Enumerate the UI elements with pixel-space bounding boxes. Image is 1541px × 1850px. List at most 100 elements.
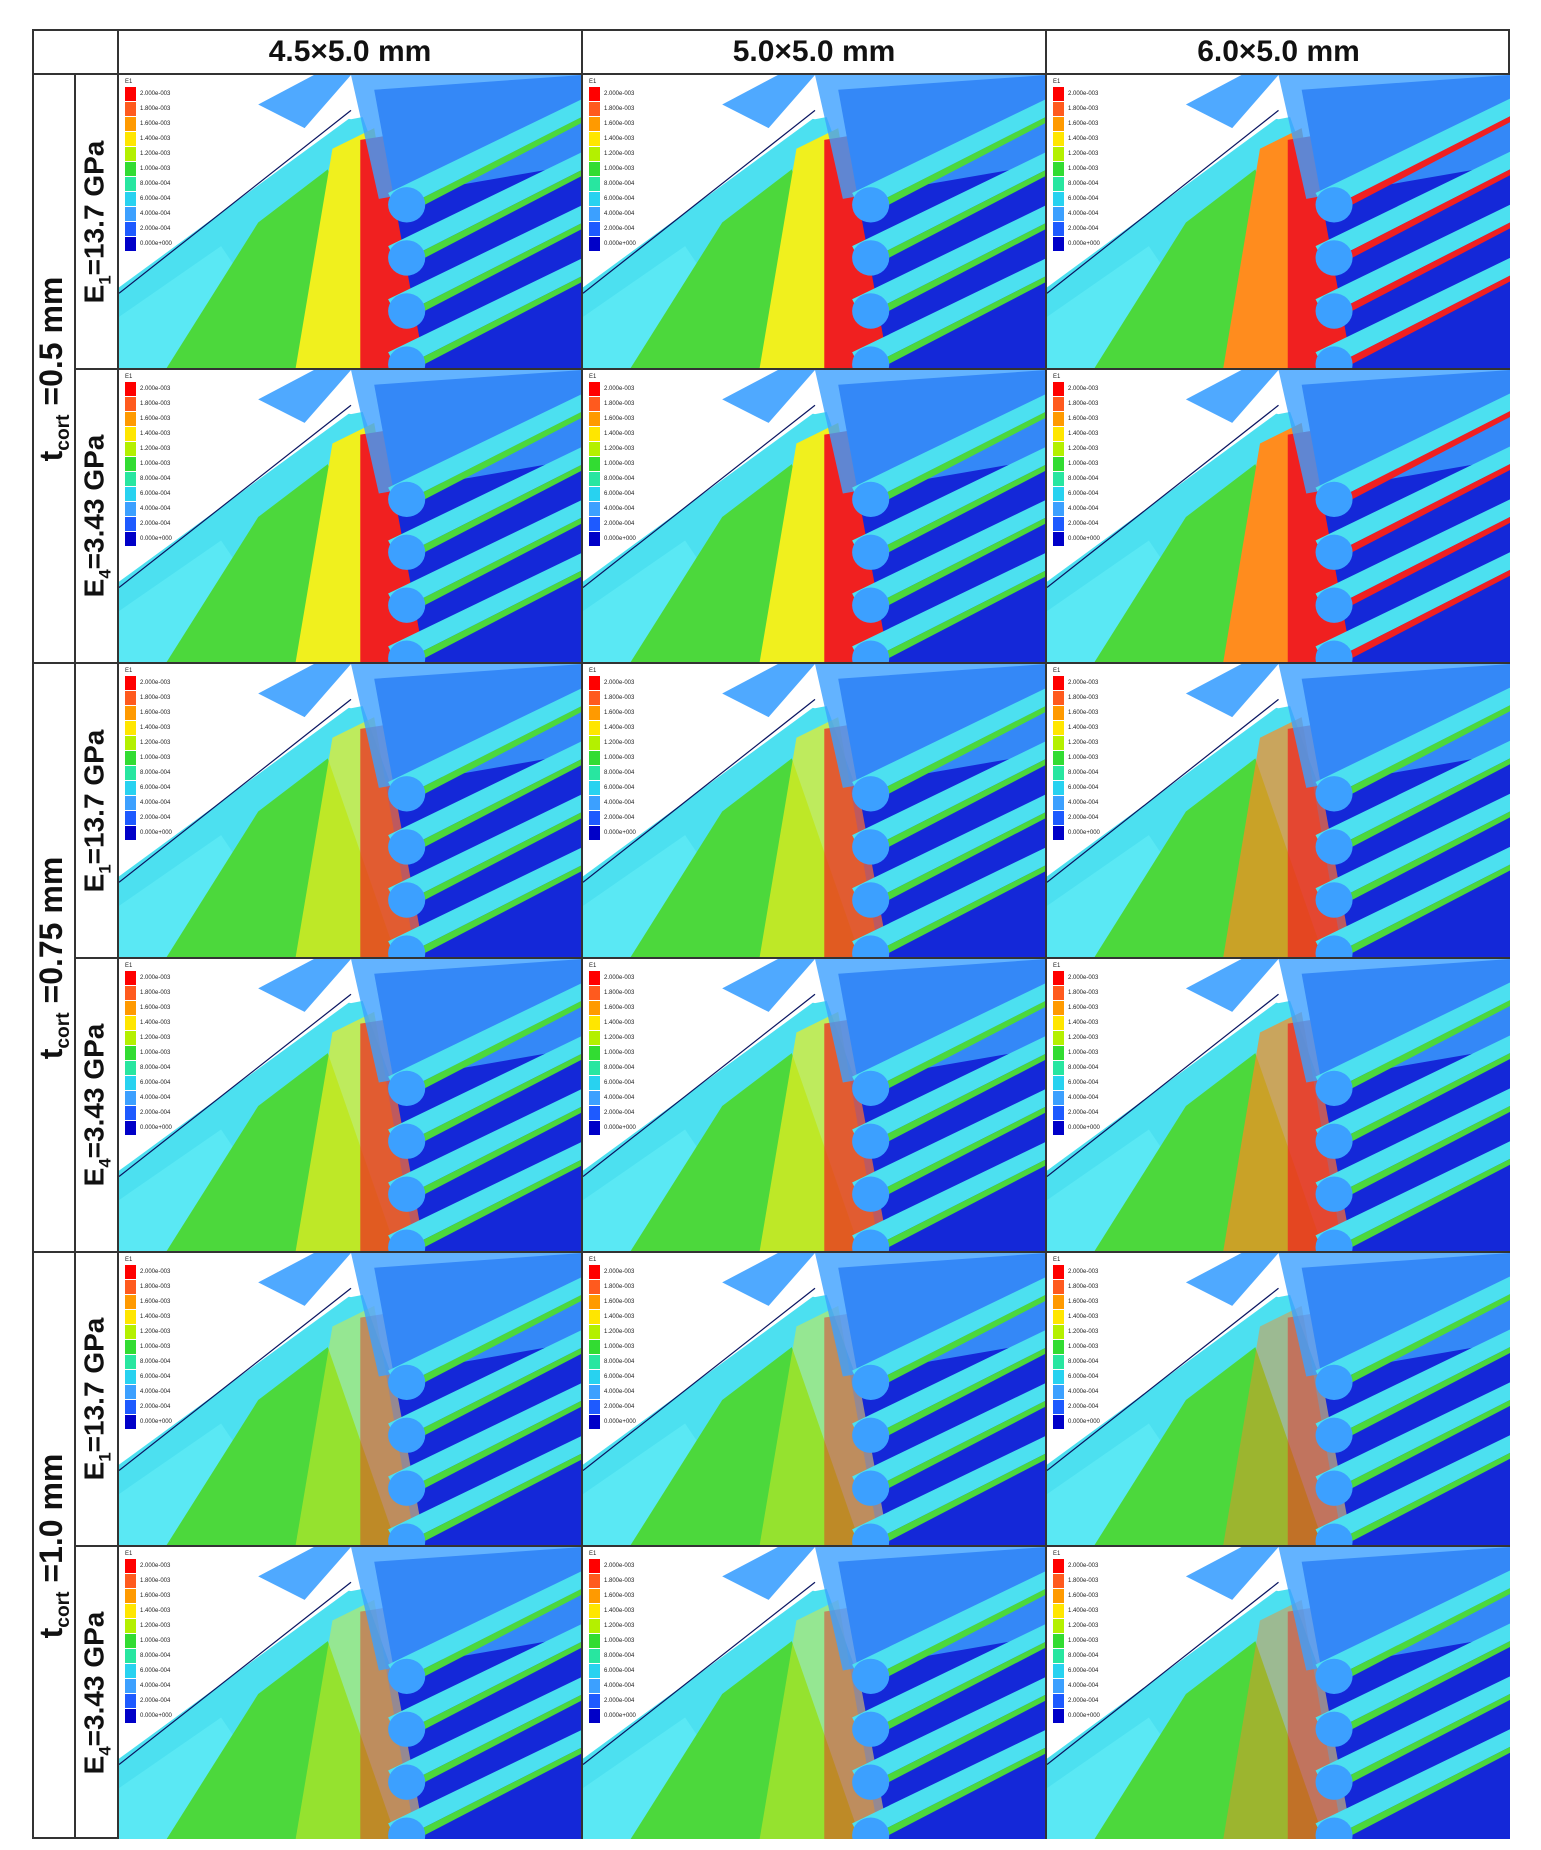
legend-entry: 6.000e-004 xyxy=(589,1369,689,1384)
legend-value: 6.000e-004 xyxy=(604,1079,635,1086)
legend-value: 1.800e-003 xyxy=(1068,989,1099,996)
color-legend: E1 2.000e-003 1.800e-003 1.600e-003 1.400e-0… xyxy=(125,374,225,546)
legend-title: E1 xyxy=(589,963,597,969)
legend-swatch xyxy=(125,531,136,546)
legend-entry: 1.000e-003 xyxy=(589,1633,689,1648)
legend-value: 0.000e+000 xyxy=(1068,1712,1100,1719)
legend-swatch xyxy=(125,1294,136,1309)
legend-value: 1.400e-003 xyxy=(1068,135,1099,142)
legend-entry: 4.000e-004 xyxy=(589,1384,689,1399)
legend-entry: 2.000e-004 xyxy=(1053,516,1153,531)
legend-swatch xyxy=(125,825,136,840)
legend-value: 1.600e-003 xyxy=(604,1004,635,1011)
legend-swatch xyxy=(589,1090,600,1105)
legend-entry: 1.800e-003 xyxy=(589,985,689,1000)
legend-entry: 1.400e-003 xyxy=(589,131,689,146)
legend-value: 0.000e+000 xyxy=(604,1124,636,1131)
legend-swatch xyxy=(1053,705,1064,720)
fea-panel: E1 2.000e-003 1.800e-003 1.600e-003 1.400e-0… xyxy=(583,1251,1047,1545)
legend-value: 1.000e-003 xyxy=(140,165,171,172)
legend-value: 2.000e-004 xyxy=(1068,225,1099,232)
legend-entry: 1.400e-003 xyxy=(1053,426,1153,441)
legend-value: 1.800e-003 xyxy=(604,694,635,701)
legend-entry: 1.400e-003 xyxy=(589,1015,689,1030)
fea-panel: E1 2.000e-003 1.800e-003 1.600e-003 1.400e-0… xyxy=(583,368,1047,662)
column-header-1-label: 4.5×5.0 mm xyxy=(268,35,432,68)
legend-swatch xyxy=(589,765,600,780)
legend-entry: 0.000e+000 xyxy=(1053,1120,1153,1135)
legend-swatch xyxy=(589,1339,600,1354)
legend-value: 2.000e-003 xyxy=(140,1268,171,1275)
legend-entry: 2.000e-004 xyxy=(589,1693,689,1708)
legend-swatch xyxy=(589,1633,600,1648)
legend-value: 1.400e-003 xyxy=(140,430,171,437)
legend-swatch xyxy=(589,1354,600,1369)
strain-contour-image xyxy=(583,664,1045,957)
legend-swatch xyxy=(589,795,600,810)
legend-value: 4.000e-004 xyxy=(604,799,635,806)
legend-entry: 4.000e-004 xyxy=(589,206,689,221)
fea-panel: E1 2.000e-003 1.800e-003 1.600e-003 1.400e-0… xyxy=(1047,368,1510,662)
legend-title: E1 xyxy=(1053,1551,1061,1557)
legend-swatch xyxy=(1053,1075,1064,1090)
legend-swatch xyxy=(125,1354,136,1369)
legend-entry: 1.200e-003 xyxy=(125,146,225,161)
legend-entry: 2.000e-004 xyxy=(125,516,225,531)
strain-contour-image xyxy=(583,370,1045,662)
legend-entry: 0.000e+000 xyxy=(589,1120,689,1135)
legend-value: 0.000e+000 xyxy=(140,1124,172,1131)
legend-value: 6.000e-004 xyxy=(604,1667,635,1674)
legend-swatch xyxy=(589,810,600,825)
legend-entry: 1.400e-003 xyxy=(1053,720,1153,735)
legend-value: 4.000e-004 xyxy=(140,1094,171,1101)
legend-swatch xyxy=(1053,1000,1064,1015)
legend-entry: 6.000e-004 xyxy=(125,780,225,795)
legend-entry: 1.600e-003 xyxy=(1053,411,1153,426)
legend-entry: 0.000e+000 xyxy=(1053,1708,1153,1723)
legend-swatch xyxy=(125,1105,136,1120)
legend-value: 1.600e-003 xyxy=(604,120,635,127)
legend-swatch xyxy=(125,471,136,486)
legend-value: 2.000e-003 xyxy=(604,385,635,392)
legend-swatch xyxy=(125,1309,136,1324)
legend-value: 1.600e-003 xyxy=(140,120,171,127)
legend-entry: 2.000e-003 xyxy=(589,1558,689,1573)
legend-value: 1.000e-003 xyxy=(1068,460,1099,467)
legend-value: 1.200e-003 xyxy=(140,445,171,452)
legend-swatch xyxy=(1053,1678,1064,1693)
legend-value: 6.000e-004 xyxy=(604,1373,635,1380)
legend-swatch xyxy=(125,236,136,251)
legend-swatch xyxy=(589,441,600,456)
strain-contour-image xyxy=(119,664,581,957)
legend-swatch xyxy=(1053,1648,1064,1663)
legend-entry: 2.000e-003 xyxy=(1053,1558,1153,1573)
legend-entry: 1.600e-003 xyxy=(589,1000,689,1015)
legend-value: 6.000e-004 xyxy=(140,195,171,202)
legend-value: 8.000e-004 xyxy=(604,1064,635,1071)
legend-swatch xyxy=(125,765,136,780)
legend-swatch xyxy=(1053,1618,1064,1633)
legend-entry: 1.200e-003 xyxy=(125,735,225,750)
legend-value: 0.000e+000 xyxy=(140,535,172,542)
fea-panel: E1 2.000e-003 1.800e-003 1.600e-003 1.400e-0… xyxy=(119,662,583,957)
legend-value: 1.200e-003 xyxy=(604,1622,635,1629)
legend-entry: 1.400e-003 xyxy=(125,1309,225,1324)
legend-swatch xyxy=(1053,1309,1064,1324)
legend-swatch xyxy=(125,1678,136,1693)
legend-value: 1.800e-003 xyxy=(140,105,171,112)
material-label-r5-text: E1=13.7 GPa xyxy=(78,1317,114,1481)
legend-value: 2.000e-003 xyxy=(140,385,171,392)
legend-title: E1 xyxy=(1053,668,1061,674)
legend-value: 6.000e-004 xyxy=(140,784,171,791)
legend-value: 1.600e-003 xyxy=(140,1004,171,1011)
legend-value: 0.000e+000 xyxy=(1068,829,1100,836)
legend-entry: 4.000e-004 xyxy=(589,1090,689,1105)
legend-swatch xyxy=(125,86,136,101)
legend-swatch xyxy=(125,970,136,985)
legend-value: 1.000e-003 xyxy=(1068,1049,1099,1056)
legend-value: 2.000e-003 xyxy=(140,974,171,981)
legend-swatch xyxy=(125,735,136,750)
legend-swatch xyxy=(1053,441,1064,456)
legend-value: 8.000e-004 xyxy=(140,1652,171,1659)
legend-entry: 8.000e-004 xyxy=(1053,176,1153,191)
